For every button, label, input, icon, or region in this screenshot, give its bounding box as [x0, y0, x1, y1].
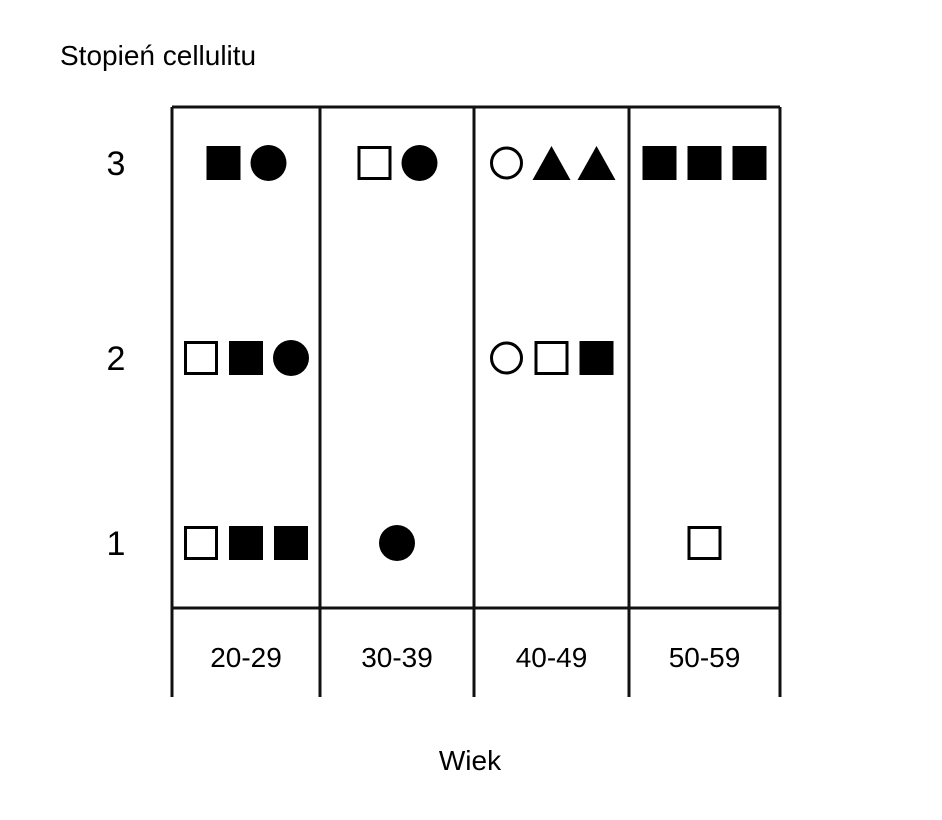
marker-50-59-level3-2-filled-square — [687, 146, 722, 180]
x-tick-label-40-49: 40-49 — [516, 642, 588, 673]
x-tick-labels: 20-29 30-39 40-49 50-59 — [210, 642, 740, 673]
y-tick-label-2: 2 — [107, 340, 126, 378]
marker-50-59-level1-1-open-square — [687, 526, 722, 560]
chart-frame — [170, 105, 782, 697]
y-tick-labels: 1 2 3 — [107, 145, 126, 563]
marker-40-49-level2-1-open-circle — [490, 341, 523, 375]
marker-20-29-level1-2-filled-square — [229, 526, 263, 560]
x-tick-label-20-29: 20-29 — [210, 642, 282, 673]
marker-50-59-level3-1-filled-square — [642, 146, 677, 180]
marker-30-39-level3-1-open-square — [357, 146, 392, 180]
y-tick-label-3: 3 — [107, 145, 126, 183]
y-tick-label-1: 1 — [107, 525, 126, 563]
marker-20-29-level1-3-filled-square — [274, 526, 308, 560]
marker-20-29-level3-1-filled-square — [206, 146, 241, 180]
marker-40-49-level2-2-open-square — [534, 341, 569, 375]
marker-40-49-level3-2-filled-triangle — [532, 146, 571, 180]
marker-20-29-level2-2-filled-square — [229, 341, 263, 375]
x-tick-label-50-59: 50-59 — [669, 642, 741, 673]
marker-40-49-level3-3-filled-triangle — [577, 146, 616, 180]
marker-20-29-level1-1-open-square — [184, 526, 218, 560]
y-axis-title: Stopień cellulitu — [60, 40, 256, 71]
marker-50-59-level3-3-filled-square — [732, 146, 767, 180]
marker-40-49-level3-1-open-circle — [490, 146, 523, 180]
marker-20-29-level3-2-filled-circle — [250, 145, 287, 181]
x-axis-title: Wiek — [439, 745, 502, 776]
x-tick-label-30-39: 30-39 — [361, 642, 433, 673]
marker-30-39-level3-2-filled-circle — [401, 145, 438, 181]
marker-20-29-level2-1-open-square — [184, 341, 218, 375]
marker-20-29-level2-3-filled-circle — [273, 340, 309, 376]
data-markers — [184, 145, 767, 561]
marker-30-39-level1-1-filled-circle — [379, 525, 415, 561]
marker-40-49-level2-3-filled-square — [579, 341, 614, 375]
